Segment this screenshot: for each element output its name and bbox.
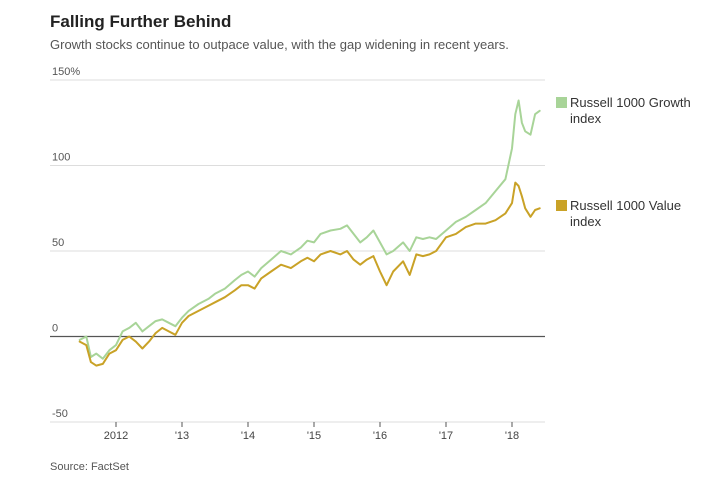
x-axis-ticks: 2012 '13 '14 '15 '16 '17 '18 — [104, 422, 519, 442]
y-axis-ticks: 150% 100 50 0 -50 — [52, 66, 80, 420]
x-tick-label: '13 — [175, 430, 189, 442]
source-note: Source: FactSet — [50, 461, 129, 473]
x-tick-label: '18 — [505, 430, 519, 442]
legend-swatch-value — [556, 200, 567, 211]
series-lines — [78, 99, 541, 367]
x-tick-label: '17 — [439, 430, 453, 442]
x-tick-label: '14 — [241, 430, 255, 442]
chart-title: Falling Further Behind — [50, 12, 232, 31]
legend-swatch-growth — [556, 97, 567, 108]
series-line-growth — [78, 99, 541, 360]
legend: Russell 1000 Growth index Russell 1000 Val… — [556, 95, 691, 229]
y-tick-label: 100 — [52, 152, 70, 164]
x-tick-label: '16 — [373, 430, 387, 442]
x-tick-label: '15 — [307, 430, 321, 442]
y-tick-label: 0 — [52, 323, 58, 335]
x-tick-label: 2012 — [104, 430, 128, 442]
y-tick-label: 50 — [52, 237, 64, 249]
legend-label-value: Russell 1000 Value index — [570, 198, 681, 229]
y-tick-label: 150% — [52, 66, 80, 78]
series-line-value — [78, 181, 541, 367]
legend-label-growth: Russell 1000 Growth index — [570, 95, 691, 126]
chart-subtitle: Growth stocks continue to outpace value,… — [50, 37, 509, 52]
y-tick-label: -50 — [52, 408, 68, 420]
